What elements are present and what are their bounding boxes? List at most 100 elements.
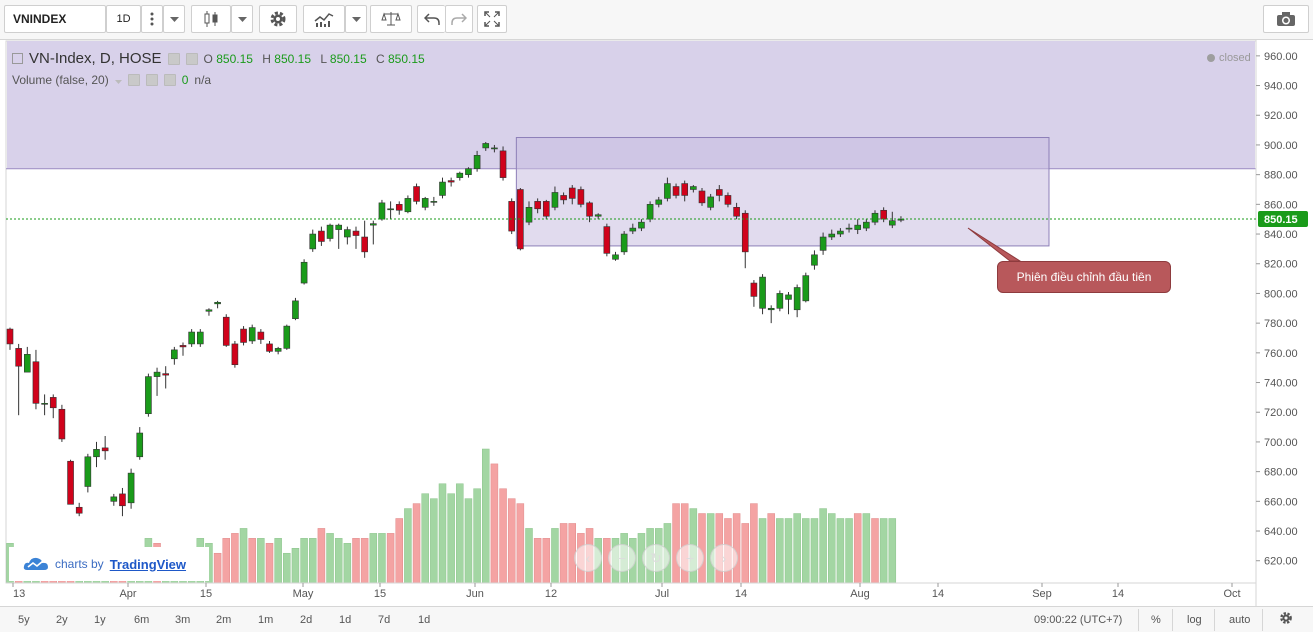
gear-icon[interactable]: [1279, 611, 1293, 627]
symbol-search-input[interactable]: VNINDEX: [4, 5, 106, 33]
candle-body: [465, 168, 472, 175]
candle-body: [447, 180, 455, 183]
volume-bar: [828, 513, 836, 584]
price-tick-label: 800.00: [1264, 288, 1298, 300]
candle-body: [759, 276, 766, 309]
annotation-callout[interactable]: Phiên điều chỉnh đầu tiên: [997, 261, 1171, 293]
redo-button[interactable]: [445, 5, 473, 33]
candle-body: [188, 331, 195, 345]
high-label: H: [262, 51, 271, 66]
range-button[interactable]: 2y: [56, 614, 68, 626]
candle-body: [171, 349, 178, 360]
range-button[interactable]: 5y: [18, 614, 30, 626]
settings-icon[interactable]: [185, 52, 198, 65]
candle-body: [266, 343, 273, 352]
camera-icon: [1276, 11, 1296, 27]
candle-body: [23, 354, 31, 373]
volume-bar: [464, 498, 473, 584]
settings-icon[interactable]: [145, 74, 158, 86]
chart-canvas[interactable]: 620.00 640.00 660.00 680.00 700.00 720.00 740.…: [0, 40, 1313, 606]
scroll-right-button[interactable]: ›: [710, 544, 738, 572]
range-button[interactable]: 2m: [216, 614, 232, 626]
candle-body: [15, 348, 22, 367]
candle-body: [335, 224, 343, 230]
candle-body: [205, 309, 213, 312]
range-button[interactable]: 1d: [418, 614, 431, 626]
time-tick-label: Jun: [466, 588, 484, 600]
volume-bar: [776, 518, 784, 584]
range-button[interactable]: 1m: [258, 614, 274, 626]
range-button[interactable]: 3m: [175, 614, 191, 626]
volume-bar: [369, 533, 378, 584]
volume-bar: [360, 538, 369, 584]
tradingview-watermark[interactable]: charts by TradingView: [9, 547, 209, 581]
chart-style-dropdown-button[interactable]: [231, 5, 253, 33]
candle-body: [257, 331, 265, 340]
candle-body: [793, 287, 801, 311]
scroll-left-button[interactable]: ‹: [574, 544, 602, 572]
range-button[interactable]: 1d: [339, 614, 352, 626]
volume-bar: [888, 518, 897, 584]
range-button[interactable]: 1y: [94, 614, 106, 626]
candle-body: [897, 218, 905, 221]
status-dot-icon: [1207, 54, 1215, 62]
time-tick-label: Jul: [655, 588, 669, 600]
chart-style-button[interactable]: [191, 5, 231, 33]
candle-body: [318, 230, 325, 242]
fullscreen-button[interactable]: [477, 5, 507, 33]
chart-area[interactable]: 620.00 640.00 660.00 680.00 700.00 720.00 740.…: [0, 40, 1313, 606]
compare-button[interactable]: [370, 5, 412, 33]
range-button[interactable]: 6m: [134, 614, 150, 626]
range-button[interactable]: 7d: [378, 614, 391, 626]
candle-body: [413, 186, 420, 202]
candle-body: [819, 236, 827, 251]
interval-dropdown-button[interactable]: [163, 5, 185, 33]
zoom-out-button[interactable]: −: [608, 544, 636, 572]
volume-bar: [326, 533, 334, 584]
candle-body: [577, 189, 585, 205]
zoom-in-button[interactable]: +: [676, 544, 704, 572]
auto-toggle[interactable]: auto: [1229, 614, 1251, 626]
undo-button[interactable]: [417, 5, 445, 33]
gear-icon: [269, 10, 287, 28]
range-button[interactable]: 2d: [300, 614, 313, 626]
watermark-brand-link[interactable]: TradingView: [109, 556, 187, 572]
indicators-button[interactable]: [303, 5, 345, 33]
volume-bar: [559, 523, 568, 584]
interval-button[interactable]: 1D: [106, 5, 141, 33]
collapse-icon[interactable]: [12, 53, 23, 64]
log-toggle[interactable]: log: [1187, 614, 1202, 626]
low-label: L: [320, 51, 327, 66]
volume-bar: [750, 503, 758, 584]
volume-bar: [309, 538, 317, 584]
volume-bar: [412, 503, 421, 584]
candle-body: [871, 212, 879, 223]
chevron-down-icon[interactable]: [114, 73, 122, 87]
time-tick-label: 14: [1112, 588, 1124, 600]
candle-body: [110, 496, 118, 502]
candle-body: [767, 307, 775, 311]
time-tick-label: 14: [735, 588, 747, 600]
interval-menu-button[interactable]: [141, 5, 163, 33]
price-tick-label: 860.00: [1264, 199, 1298, 211]
screenshot-button[interactable]: [1263, 5, 1309, 33]
candle-body: [724, 195, 732, 205]
price-tick-label: 720.00: [1264, 407, 1298, 419]
eye-icon[interactable]: [167, 52, 180, 65]
price-tick-label: 940.00: [1264, 81, 1298, 93]
top-toolbar: VNINDEX 1D: [0, 0, 1313, 40]
indicators-dropdown-button[interactable]: [345, 5, 367, 33]
candle-body: [629, 227, 637, 232]
close-icon[interactable]: [163, 74, 176, 86]
reset-button[interactable]: ↻: [642, 544, 670, 572]
candle-body: [802, 275, 810, 302]
candle-body: [404, 198, 412, 213]
chevron-left-icon: ‹: [585, 550, 591, 566]
eye-icon[interactable]: [127, 74, 140, 86]
settings-button[interactable]: [259, 5, 297, 33]
candle-body: [6, 328, 14, 345]
percent-toggle[interactable]: %: [1151, 614, 1161, 626]
price-tick-label: 700.00: [1264, 437, 1298, 449]
candle-body: [58, 408, 66, 440]
price-tick-label: 820.00: [1264, 259, 1298, 271]
